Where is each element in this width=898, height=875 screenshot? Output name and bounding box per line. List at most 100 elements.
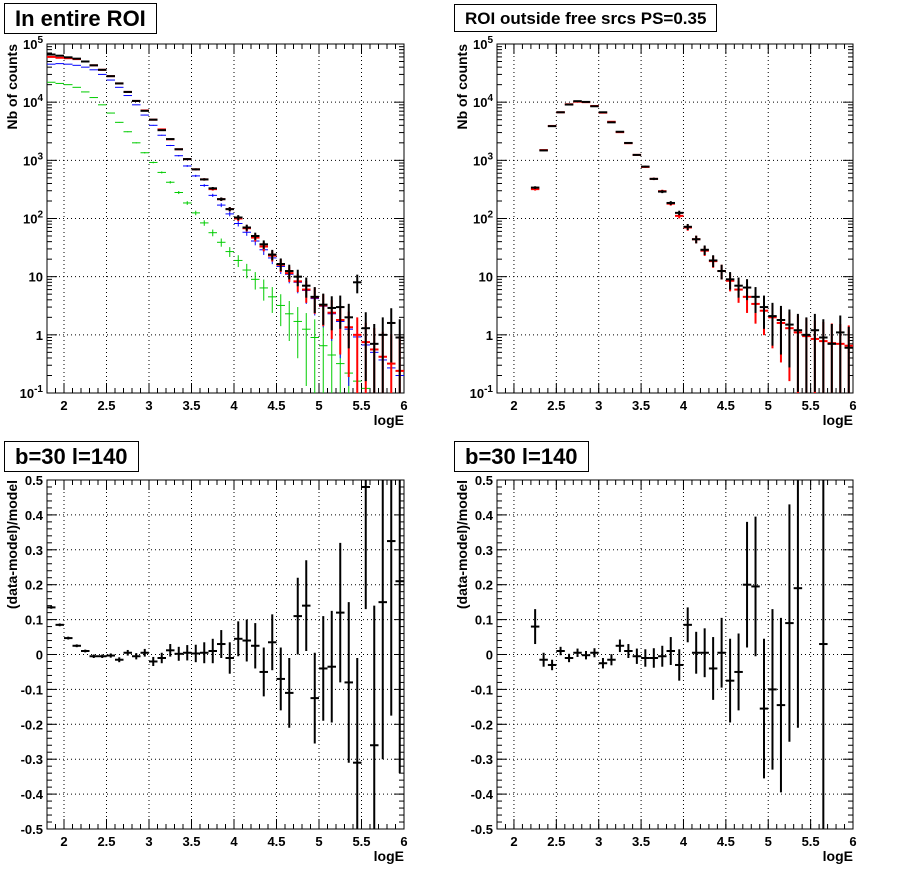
x-tick-label: 5.5 bbox=[802, 834, 820, 849]
x-tick-label: 6 bbox=[849, 834, 856, 849]
x-tick-label: 6 bbox=[400, 398, 407, 413]
x-tick-label: 2 bbox=[60, 398, 67, 413]
y-tick-label: 10 bbox=[29, 270, 43, 285]
y-tick-label: 0.3 bbox=[25, 543, 43, 558]
x-tick-label: 3 bbox=[595, 398, 602, 413]
y-tick-label: 105 bbox=[23, 35, 43, 52]
y-tick-label: -0.5 bbox=[471, 822, 493, 837]
y-axis-label: (data-model)/model bbox=[4, 480, 20, 609]
x-tick-label: 6 bbox=[400, 834, 407, 849]
y-tick-label: 0.5 bbox=[25, 473, 43, 488]
y-tick-label: 1 bbox=[486, 328, 493, 343]
x-axis-label: logE bbox=[823, 848, 853, 864]
x-tick-label: 2 bbox=[60, 834, 67, 849]
x-tick-label: 3 bbox=[595, 834, 602, 849]
y-tick-label: -0.4 bbox=[21, 787, 44, 802]
x-tick-label: 6 bbox=[849, 398, 856, 413]
panel-1: 2 2.5 3 3.5 4 4.5 5 5.5 6 10-1 1 10 102 103 104 105 logE… bbox=[4, 35, 408, 428]
x-tick-label: 4.5 bbox=[717, 398, 735, 413]
y-tick-label: 0.5 bbox=[475, 473, 493, 488]
x-axis-label: logE bbox=[374, 848, 404, 864]
x-tick-label: 5.5 bbox=[352, 834, 370, 849]
panel-4-title: b=30 l=140 bbox=[454, 441, 589, 472]
series-data bbox=[47, 480, 404, 829]
series-data bbox=[530, 100, 853, 393]
y-tick-label: 10 bbox=[479, 270, 493, 285]
x-tick-label: 5 bbox=[315, 398, 322, 413]
x-tick-label: 3.5 bbox=[632, 834, 650, 849]
x-tick-label: 4.5 bbox=[267, 834, 285, 849]
x-tick-label: 4.5 bbox=[267, 398, 285, 413]
y-tick-label: 103 bbox=[23, 151, 43, 168]
y-tick-label: -0.2 bbox=[471, 717, 493, 732]
y-tick-label: -0.4 bbox=[471, 787, 494, 802]
x-tick-label: 5.5 bbox=[352, 398, 370, 413]
y-tick-label: -0.2 bbox=[21, 717, 43, 732]
x-tick-label: 3 bbox=[145, 834, 152, 849]
y-tick-label: 0 bbox=[486, 648, 493, 663]
series-data bbox=[530, 480, 828, 829]
x-tick-label: 3.5 bbox=[182, 834, 200, 849]
series-model bbox=[47, 55, 404, 393]
y-tick-label: -0.1 bbox=[21, 682, 43, 697]
y-tick-label: -0.3 bbox=[21, 752, 43, 767]
series-green bbox=[47, 81, 370, 393]
panel-1-title: In entire ROI bbox=[4, 3, 157, 34]
x-tick-label: 2 bbox=[510, 398, 517, 413]
y-tick-label: -0.1 bbox=[471, 682, 493, 697]
y-tick-label: 10-1 bbox=[20, 384, 44, 401]
y-tick-label: -0.5 bbox=[21, 822, 43, 837]
y-tick-label: 104 bbox=[23, 93, 43, 110]
y-tick-label: 0.1 bbox=[475, 613, 493, 628]
y-tick-label: 1 bbox=[36, 328, 43, 343]
panel-4: 2 2.5 3 3.5 4 4.5 5 5.5 6 -0.5 -0.4 -0.3 -0.2 -0.1 0 0.… bbox=[454, 473, 857, 864]
y-axis-label: Nb of counts bbox=[454, 44, 470, 130]
x-tick-label: 4 bbox=[230, 834, 238, 849]
series-model bbox=[530, 100, 853, 393]
x-tick-label: 5 bbox=[765, 834, 772, 849]
x-tick-label: 3.5 bbox=[632, 398, 650, 413]
y-axis-label: Nb of counts bbox=[4, 44, 20, 130]
y-tick-label: 102 bbox=[473, 210, 493, 227]
y-tick-label: 103 bbox=[473, 151, 493, 168]
plot-frame bbox=[496, 479, 854, 830]
y-tick-label: 0.2 bbox=[475, 578, 493, 593]
x-tick-label: 2.5 bbox=[547, 834, 565, 849]
y-tick-label: 0.3 bbox=[475, 543, 493, 558]
x-tick-label: 4 bbox=[680, 398, 688, 413]
series-data bbox=[47, 53, 404, 393]
x-tick-label: 5.5 bbox=[802, 398, 820, 413]
y-tick-label: 0.4 bbox=[25, 508, 44, 523]
x-tick-label: 4 bbox=[230, 398, 238, 413]
panel-3-title: b=30 l=140 bbox=[4, 441, 139, 472]
x-tick-label: 2.5 bbox=[97, 398, 115, 413]
x-tick-label: 5 bbox=[765, 398, 772, 413]
y-tick-label: 10-1 bbox=[470, 384, 494, 401]
x-tick-label: 4.5 bbox=[717, 834, 735, 849]
y-tick-label: 102 bbox=[23, 210, 43, 227]
y-tick-label: 0 bbox=[36, 648, 43, 663]
panel-3: 2 2.5 3 3.5 4 4.5 5 5.5 6 -0.5 -0.4 -0.3 -0.2 -0.1 0 0.… bbox=[4, 473, 408, 864]
plot-frame bbox=[46, 43, 405, 394]
y-tick-label: 0.4 bbox=[475, 508, 494, 523]
x-tick-label: 3.5 bbox=[182, 398, 200, 413]
x-axis-label: logE bbox=[823, 412, 853, 428]
y-tick-label: 0.2 bbox=[25, 578, 43, 593]
x-tick-label: 2.5 bbox=[97, 834, 115, 849]
y-tick-label: 0.1 bbox=[25, 613, 43, 628]
x-tick-label: 2 bbox=[510, 834, 517, 849]
y-tick-label: -0.3 bbox=[471, 752, 493, 767]
y-tick-label: 104 bbox=[473, 93, 493, 110]
y-axis-label: (data-model)/model bbox=[454, 480, 470, 609]
x-tick-label: 2.5 bbox=[547, 398, 565, 413]
x-axis-label: logE bbox=[374, 412, 404, 428]
x-tick-label: 5 bbox=[315, 834, 322, 849]
panel-2: 2 2.5 3 3.5 4 4.5 5 5.5 6 10-1 1 10 102 103 104 105 logE… bbox=[454, 35, 857, 428]
panel-2-title: ROI outside free srcs PS=0.35 bbox=[454, 4, 718, 32]
plot-frame bbox=[496, 43, 854, 394]
series-blue bbox=[47, 63, 404, 393]
x-tick-label: 4 bbox=[680, 834, 688, 849]
x-tick-label: 3 bbox=[145, 398, 152, 413]
y-tick-label: 105 bbox=[473, 35, 493, 52]
